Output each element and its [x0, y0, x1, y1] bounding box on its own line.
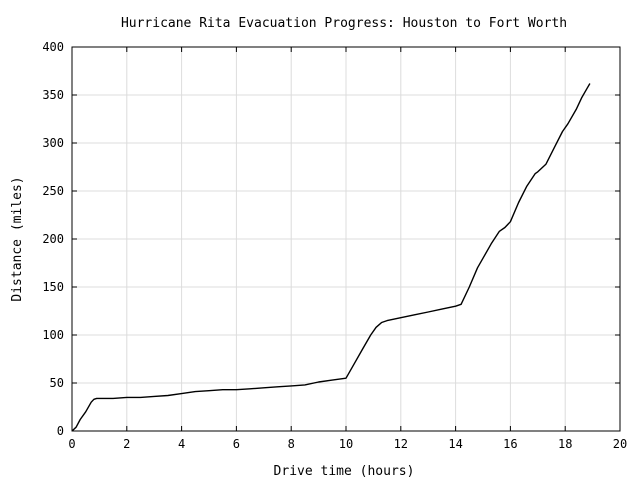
series-layer — [71, 83, 591, 432]
y-tick-label: 200 — [42, 232, 64, 246]
x-tick-label: 6 — [233, 437, 240, 451]
grid — [72, 47, 620, 431]
chart-title: Hurricane Rita Evacuation Progress: Hous… — [121, 16, 567, 31]
y-tick-label: 250 — [42, 184, 64, 198]
y-tick-label: 350 — [42, 88, 64, 102]
x-tick-label: 2 — [123, 437, 130, 451]
y-tick-label: 50 — [50, 376, 64, 390]
x-tick-label: 18 — [558, 437, 572, 451]
y-tick-label: 400 — [42, 40, 64, 54]
x-tick-label: 16 — [503, 437, 517, 451]
x-tick-label: 0 — [68, 437, 75, 451]
x-tick-label: 4 — [178, 437, 185, 451]
y-tick-label: 150 — [42, 280, 64, 294]
y-axis-label: Distance (miles) — [10, 176, 25, 301]
x-tick-label: 12 — [394, 437, 408, 451]
x-tick-label: 20 — [613, 437, 627, 451]
y-tick-label: 100 — [42, 328, 64, 342]
y-tick-label: 300 — [42, 136, 64, 150]
x-tick-label: 14 — [448, 437, 462, 451]
x-axis-label: Drive time (hours) — [274, 464, 415, 479]
axis-ticks: 0 2 4 6 8 10 12 14 16 18 2005010015020025030035040… — [42, 40, 627, 451]
x-tick-label: 8 — [288, 437, 295, 451]
x-tick-label: 10 — [339, 437, 353, 451]
y-tick-label: 0 — [57, 424, 64, 438]
series-line — [71, 83, 591, 432]
